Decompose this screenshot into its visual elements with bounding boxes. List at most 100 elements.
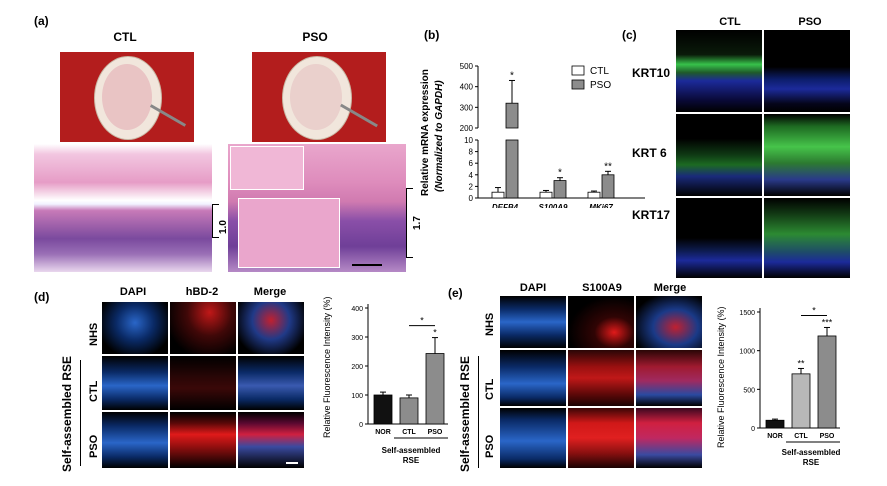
panel-e-group-line [478, 356, 479, 468]
panel-e-row-pso: PSO [484, 434, 496, 458]
b-legend-label: CTL [590, 66, 609, 77]
ytick-label: 500 [743, 387, 755, 394]
e-pso-merge [636, 408, 702, 468]
krt6-ctl-image [676, 114, 762, 196]
panel-e-col-dapi: DAPI [519, 282, 547, 294]
b-ytick-label: 300 [460, 103, 474, 112]
d-nhs-hbd2 [170, 302, 236, 354]
ytick-label: 100 [351, 393, 363, 400]
panel-e-ylabel: Relative Fluorescence Intensity (%) [716, 306, 726, 448]
e-nhs-s100a9 [568, 296, 634, 348]
ytick-label: 300 [351, 335, 363, 342]
panel-c-row-krt17: KRT17 [632, 208, 671, 222]
b-ytick-label: 500 [460, 62, 474, 71]
panel-d-row-nhs: NHS [88, 322, 100, 346]
significance: ** [797, 358, 805, 368]
panel-d-col-dapi: DAPI [119, 286, 147, 298]
b-significance: ** [604, 161, 612, 172]
panel-a-label: (a) [34, 14, 49, 28]
panel-d-group-line [80, 360, 81, 466]
ytick-label: 0 [359, 422, 363, 429]
ytick-label: 1500 [739, 310, 755, 317]
xtick-label: NOR [375, 429, 391, 436]
panel-d-label: (d) [34, 290, 50, 304]
panel-a-pso-title: PSO [302, 30, 328, 44]
bracket-significance: * [812, 305, 816, 315]
significance: * [433, 328, 437, 338]
bar [373, 394, 393, 425]
b-legend-swatch [571, 65, 585, 76]
xtick-label: CTL [794, 433, 808, 440]
panel-e-row-nhs: NHS [484, 312, 496, 336]
b-bar [539, 191, 553, 199]
panel-d-chart: 0 100 200 300 400 NOR CTL * PSO * [351, 304, 448, 439]
b-ytick-label: 2 [469, 182, 474, 191]
e-pso-dapi [500, 408, 566, 468]
xtick-label: NOR [767, 433, 783, 440]
d-scale-bar [286, 462, 298, 464]
ctl-histology-image [34, 144, 212, 272]
panel-d-ylabel: Relative Fluorescence Intensity (%) [322, 296, 332, 438]
pso-inset-bottom [238, 198, 340, 268]
panel-e-row-ctl: CTL [484, 378, 496, 400]
e-ctl-merge [636, 350, 702, 406]
panel-a-ctl-title: CTL [113, 30, 137, 44]
b-bar [587, 191, 601, 199]
b-xtick-label: S100A9 [539, 203, 568, 208]
b-bar [601, 174, 615, 199]
e-ctl-s100a9 [568, 350, 634, 406]
panel-b-ylabel-1: Relative mRNA expression [420, 69, 431, 196]
b-bar [505, 102, 519, 129]
krt10-pso-image [764, 30, 850, 112]
d-pso-merge [238, 412, 304, 468]
ctl-macro-photo [60, 52, 194, 142]
b-xtick-label: MKi67 [589, 203, 613, 208]
ctl-scale-bracket [212, 204, 219, 238]
b-xtick-label: DEFB4 [492, 203, 519, 208]
b-ytick-label: 6 [469, 159, 474, 168]
panel-e-col-merge: Merge [653, 282, 687, 294]
bar [425, 353, 445, 425]
panel-d-group-sub1: Self-assembled [381, 446, 441, 455]
panel-d-row-pso: PSO [88, 434, 100, 458]
bar [399, 397, 419, 425]
d-pso-dapi [102, 412, 168, 468]
bar [817, 335, 837, 429]
panel-e-group-sub1: Self-assembled [781, 448, 841, 457]
d-pso-hbd2 [170, 412, 236, 468]
panel-c-col-pso: PSO [798, 16, 822, 28]
panel-b-chart: 0 2 4 6 8 10 200 300 400 500 * DEFB4 * S100A9 ** MKi67 C… [460, 62, 645, 208]
e-nhs-merge [636, 296, 702, 348]
scale-bar [352, 264, 382, 266]
xtick-label: PSO [428, 429, 443, 436]
b-significance: * [558, 168, 562, 179]
b-ytick-label: 10 [464, 136, 473, 145]
bracket-significance: * [420, 316, 424, 326]
panel-e-col-s100a9: S100A9 [582, 282, 622, 294]
ytick-label: 0 [751, 426, 755, 433]
d-ctl-hbd2 [170, 356, 236, 410]
xtick-label: PSO [820, 433, 835, 440]
ytick-label: 200 [351, 364, 363, 371]
krt10-ctl-image [676, 30, 762, 112]
xtick-label: CTL [402, 429, 416, 436]
b-legend-swatch [571, 79, 585, 90]
pso-scale-bracket [406, 188, 413, 258]
d-nhs-merge [238, 302, 304, 354]
panel-c-col-ctl: CTL [719, 16, 741, 28]
e-nhs-dapi [500, 296, 566, 348]
krt17-ctl-image [676, 198, 762, 278]
panel-e-group-sub2: RSE [802, 458, 820, 467]
b-ytick-label: 200 [460, 124, 474, 133]
b-ytick-label: 8 [469, 148, 474, 157]
panel-b-label: (b) [424, 28, 440, 42]
panel-d-group-sub2: RSE [402, 456, 420, 465]
panel-e-group-label: Self-assembled RSE [458, 355, 472, 472]
ytick-label: 400 [351, 306, 363, 313]
panel-d-col-merge: Merge [253, 286, 287, 298]
e-ctl-dapi [500, 350, 566, 406]
panel-e-chart: 0 500 1000 1500 NOR ** CTL *** PSO * [739, 305, 840, 443]
pso-scale-value: 1.7 [412, 216, 423, 230]
significance: *** [822, 317, 833, 327]
pso-macro-photo [252, 52, 386, 142]
